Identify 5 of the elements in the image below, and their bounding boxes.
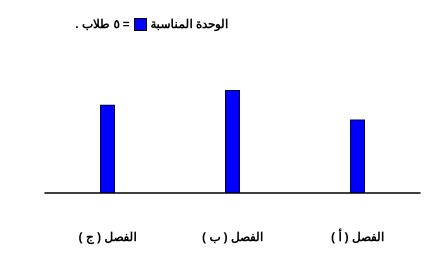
text: = ٥ طلاب . xyxy=(75,17,130,31)
x-tick-label: الفصل ( ب ) xyxy=(202,230,263,244)
x-tick-label: الفصل ( ج ) xyxy=(78,230,136,245)
x-tick-label: الفصل ( أ ) xyxy=(331,229,384,244)
text: الوحدة المناسبة xyxy=(150,17,228,31)
